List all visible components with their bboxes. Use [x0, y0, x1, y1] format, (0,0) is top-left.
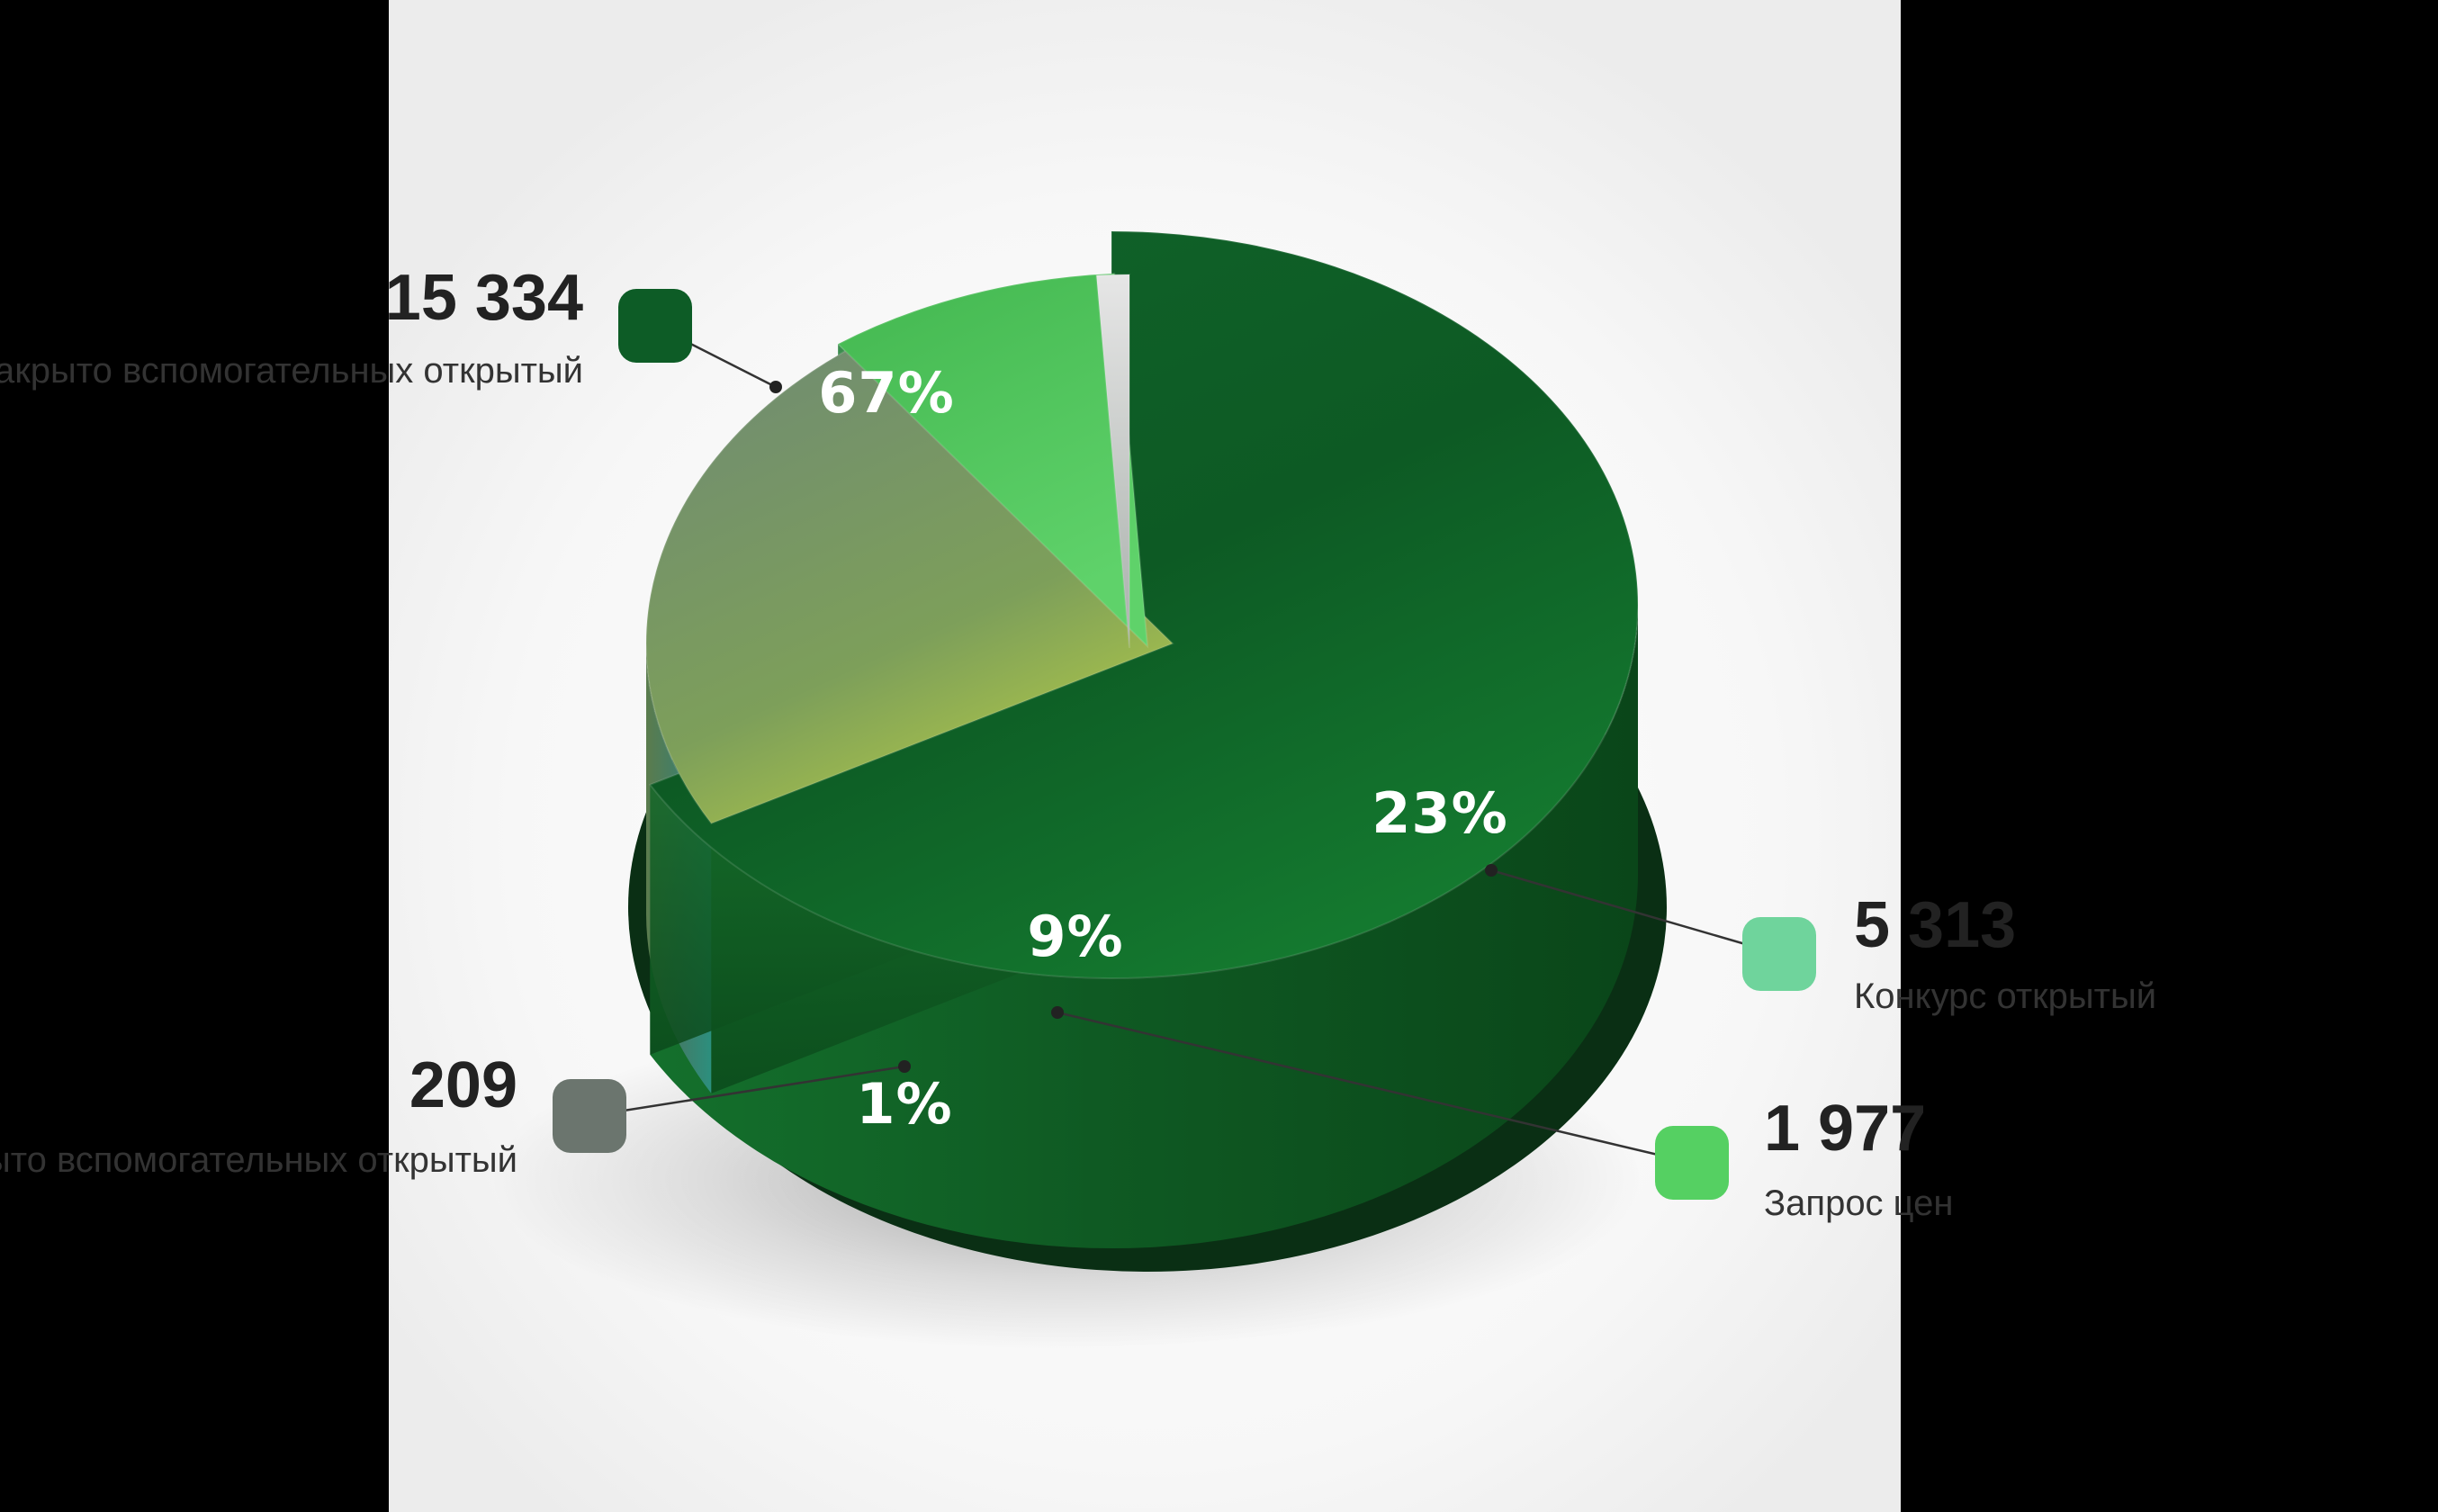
leader-line-2 [1057, 1011, 1693, 1165]
percent-labels: 67% 23% 9% 1% [818, 360, 1507, 1137]
slice-value-label-0: 15 334 [385, 262, 583, 334]
legend-swatch-2 [1655, 1126, 1729, 1200]
pie-slice-2 [836, 272, 1149, 649]
leader-dot-3 [898, 1060, 911, 1073]
legend-swatch-3 [553, 1079, 626, 1153]
leader-lines [589, 324, 1780, 1165]
leader-dot-1 [1485, 864, 1498, 877]
slice-value-label-3: 209 [409, 1049, 517, 1121]
slice-percent-label-3: 1% [856, 1071, 952, 1137]
pie-slice-0 [648, 230, 1639, 979]
slice-percent-label-0: 67% [818, 360, 954, 426]
leader-dot-2 [1051, 1006, 1064, 1019]
slice-percent-label-2: 9% [1027, 904, 1123, 969]
leader-line-3 [589, 1065, 905, 1118]
slice-caption-label-2: Запрос цен [1764, 1184, 1953, 1223]
slice-value-label-1: 5 313 [1854, 889, 2016, 961]
slice-percent-label-1: 23% [1372, 780, 1507, 846]
legend-swatch-1 [1742, 917, 1816, 991]
pie-tops [645, 230, 1639, 979]
slice-value-label-2: 1 977 [1764, 1093, 1926, 1165]
slice-caption-label-3: Закрыто вспомогательных открытый [0, 1140, 517, 1180]
legend-swatch-0 [618, 289, 692, 363]
pie-slice-3 [1095, 273, 1130, 649]
leader-dot-0 [769, 381, 782, 393]
callout-labels: 15 334 Закрыто вспомогательных открытый 5 … [0, 262, 2156, 1223]
leader-line-1 [1490, 868, 1780, 956]
pie-side-0 [650, 605, 1638, 1248]
slice-caption-label-1: Конкурс открытый [1854, 976, 2156, 1016]
pie-slice-1 [645, 340, 1174, 825]
slice-caption-label-0: Закрыто вспомогательных открытый [0, 351, 583, 391]
